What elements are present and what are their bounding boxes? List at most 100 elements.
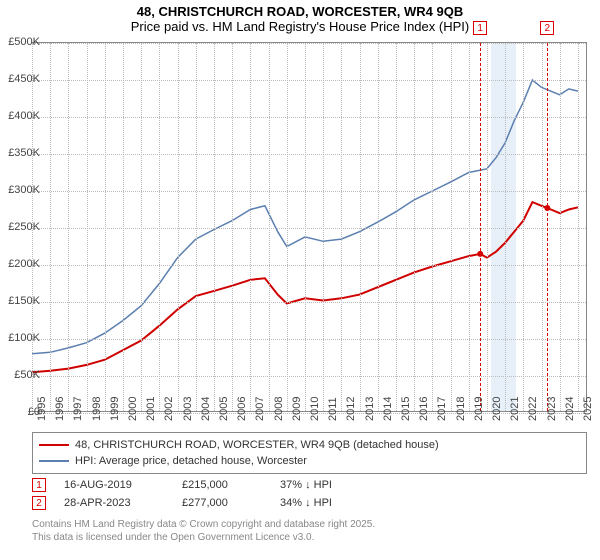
y-axis-label: £150K <box>0 295 40 307</box>
y-axis-label: £450K <box>0 73 40 85</box>
footer-line-1: Contains HM Land Registry data © Crown c… <box>32 518 375 531</box>
legend-row: HPI: Average price, detached house, Worc… <box>39 453 580 469</box>
x-axis-label: 2011 <box>327 397 339 421</box>
sales-date: 28-APR-2023 <box>64 497 164 509</box>
grid-v <box>360 43 361 411</box>
x-axis-label: 1998 <box>91 397 103 421</box>
y-axis-label: £300K <box>0 184 40 196</box>
chart-container: 48, CHRISTCHURCH ROAD, WORCESTER, WR4 9Q… <box>0 0 600 560</box>
sales-delta: 34% ↓ HPI <box>280 497 370 509</box>
grid-v <box>469 43 470 411</box>
grid-v <box>68 43 69 411</box>
x-axis-label: 2019 <box>473 397 485 421</box>
grid-v <box>305 43 306 411</box>
x-axis-label: 2018 <box>455 397 467 421</box>
grid-h <box>32 376 586 377</box>
sale-marker-label: 1 <box>473 21 487 35</box>
grid-v <box>542 43 543 411</box>
x-axis-label: 2015 <box>400 397 412 421</box>
x-axis-label: 2017 <box>436 397 448 421</box>
grid-v <box>323 43 324 411</box>
grid-v <box>232 43 233 411</box>
sales-marker: 2 <box>32 496 46 510</box>
grid-v <box>505 43 506 411</box>
y-axis-label: £500K <box>0 36 40 48</box>
grid-h <box>32 80 586 81</box>
footer: Contains HM Land Registry data © Crown c… <box>32 518 375 544</box>
grid-v <box>50 43 51 411</box>
grid-v <box>178 43 179 411</box>
y-axis-label: £100K <box>0 332 40 344</box>
sales-row: 2 28-APR-2023 £277,000 34% ↓ HPI <box>32 494 370 512</box>
plot-area: 12 <box>32 42 587 412</box>
y-axis-label: £350K <box>0 147 40 159</box>
chart-title: 48, CHRISTCHURCH ROAD, WORCESTER, WR4 9Q… <box>0 4 600 19</box>
sales-marker: 1 <box>32 478 46 492</box>
title-block: 48, CHRISTCHURCH ROAD, WORCESTER, WR4 9Q… <box>0 0 600 36</box>
sales-table: 1 16-AUG-2019 £215,000 37% ↓ HPI 2 28-APR-202… <box>32 476 370 512</box>
x-axis-label: 2005 <box>218 397 230 421</box>
x-axis-label: 2004 <box>200 397 212 421</box>
grid-h <box>32 191 586 192</box>
y-axis-label: £200K <box>0 258 40 270</box>
x-axis-label: 2021 <box>509 397 521 421</box>
x-axis-label: 2002 <box>163 397 175 421</box>
grid-v <box>378 43 379 411</box>
grid-h <box>32 117 586 118</box>
footer-line-2: This data is licensed under the Open Gov… <box>32 531 375 544</box>
x-axis-label: 2012 <box>345 397 357 421</box>
x-axis-label: 2006 <box>236 397 248 421</box>
grid-v <box>578 43 579 411</box>
grid-h <box>32 339 586 340</box>
legend-swatch <box>39 460 69 462</box>
y-axis-label: £250K <box>0 221 40 233</box>
legend-row: 48, CHRISTCHURCH ROAD, WORCESTER, WR4 9Q… <box>39 437 580 453</box>
x-axis-label: 1996 <box>54 397 66 421</box>
grid-h <box>32 265 586 266</box>
x-axis-label: 2009 <box>291 397 303 421</box>
chart-subtitle: Price paid vs. HM Land Registry's House … <box>0 19 600 34</box>
legend: 48, CHRISTCHURCH ROAD, WORCESTER, WR4 9Q… <box>32 432 587 474</box>
y-axis-label: £400K <box>0 110 40 122</box>
sales-price: £277,000 <box>182 497 262 509</box>
x-axis-label: 2010 <box>309 397 321 421</box>
grid-v <box>432 43 433 411</box>
grid-h <box>32 302 586 303</box>
x-axis-label: 1997 <box>72 397 84 421</box>
x-axis-label: 2020 <box>491 397 503 421</box>
grid-v <box>560 43 561 411</box>
legend-label: 48, CHRISTCHURCH ROAD, WORCESTER, WR4 9Q… <box>75 439 439 451</box>
grid-v <box>287 43 288 411</box>
x-axis-label: 2023 <box>546 397 558 421</box>
grid-h <box>32 154 586 155</box>
grid-v <box>105 43 106 411</box>
x-axis-label: 2013 <box>364 397 376 421</box>
sale-marker-label: 2 <box>540 21 554 35</box>
grid-h <box>32 43 586 44</box>
sales-delta: 37% ↓ HPI <box>280 479 370 491</box>
grid-v <box>214 43 215 411</box>
grid-v <box>523 43 524 411</box>
x-axis-label: 2000 <box>127 397 139 421</box>
sale-marker-line <box>480 43 481 411</box>
sales-price: £215,000 <box>182 479 262 491</box>
y-axis-label: £50K <box>0 369 40 381</box>
grid-h <box>32 228 586 229</box>
grid-v <box>396 43 397 411</box>
grid-v <box>87 43 88 411</box>
sale-marker-line <box>547 43 548 411</box>
x-axis-label: 2003 <box>182 397 194 421</box>
x-axis-label: 2007 <box>254 397 266 421</box>
sales-date: 16-AUG-2019 <box>64 479 164 491</box>
grid-v <box>250 43 251 411</box>
x-axis-label: 2001 <box>145 397 157 421</box>
grid-v <box>141 43 142 411</box>
x-axis-label: 2025 <box>582 397 594 421</box>
x-axis-label: 2008 <box>273 397 285 421</box>
x-axis-label: 1995 <box>36 397 48 421</box>
x-axis-label: 2022 <box>527 397 539 421</box>
x-axis-label: 2016 <box>418 397 430 421</box>
grid-v <box>269 43 270 411</box>
legend-swatch <box>39 444 69 446</box>
grid-v <box>341 43 342 411</box>
